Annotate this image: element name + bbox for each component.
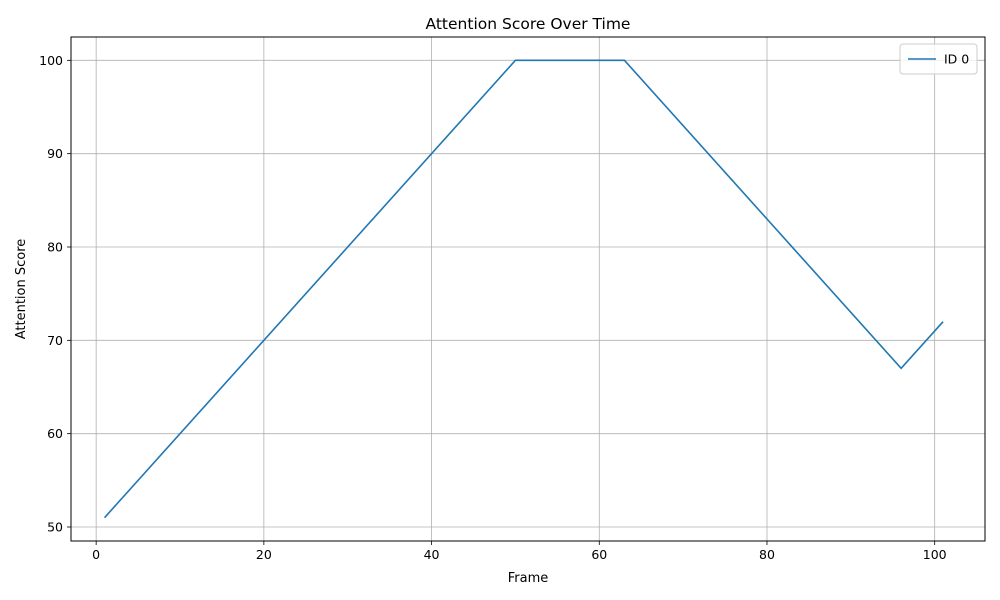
x-tick-label: 0	[92, 547, 100, 562]
y-axis-title: Attention Score	[14, 239, 29, 340]
x-tick-label: 100	[923, 547, 947, 562]
y-tick-label: 70	[47, 333, 63, 348]
legend: ID 0	[899, 43, 978, 75]
x-axis-title: Frame	[508, 571, 549, 586]
y-tick-label: 100	[39, 53, 63, 68]
chart-title: Attention Score Over Time	[426, 15, 631, 33]
y-tick-label: 60	[47, 426, 63, 441]
series-line	[103, 59, 944, 519]
x-tick-label: 80	[759, 547, 775, 562]
ticks: 0 20 40 60 80 100 50 60 70 80 90 100	[39, 53, 947, 562]
legend-box	[899, 43, 978, 75]
y-tick-label: 50	[47, 520, 63, 535]
x-tick-label: 20	[256, 547, 272, 562]
x-tick-label: 60	[591, 547, 607, 562]
x-tick-label: 40	[424, 547, 440, 562]
series-layer	[103, 59, 944, 519]
y-tick-label: 90	[47, 146, 63, 161]
grid	[71, 37, 985, 541]
axes-frame	[70, 36, 986, 542]
legend-label: ID 0	[944, 52, 969, 67]
y-tick-label: 80	[47, 240, 63, 255]
